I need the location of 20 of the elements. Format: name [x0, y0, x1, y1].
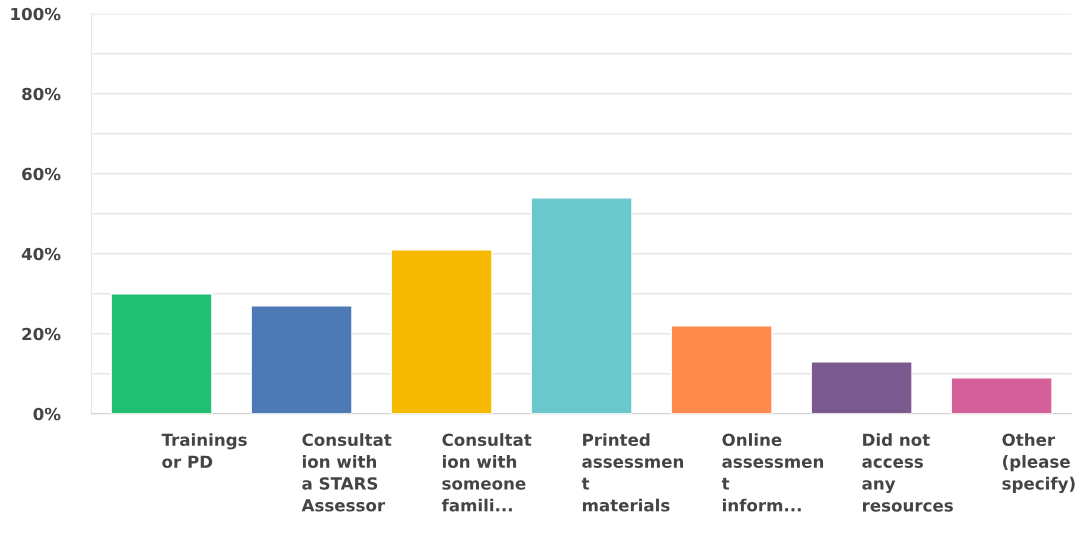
x-tick-label: Consultat ion with a STARS Assessor	[301, 433, 392, 512]
bar	[670, 325, 773, 414]
y-tick-label: 20%	[22, 327, 61, 341]
x-tick-label: Did not access any resources	[862, 433, 953, 512]
bar	[390, 249, 493, 414]
x-tick-label: Trainings or PD	[161, 433, 247, 469]
x-tick-label: Consultat ion with someone famili...	[441, 433, 532, 512]
y-tick-label: 100%	[11, 7, 61, 21]
y-tick-label: 0%	[33, 407, 61, 421]
bar	[950, 377, 1053, 414]
bar	[110, 293, 213, 414]
y-tick-label: 60%	[22, 167, 61, 181]
y-tick-label: 80%	[22, 87, 61, 101]
bar	[810, 361, 913, 414]
x-tick-label: Printed assessmen t materials	[581, 433, 684, 512]
bar	[530, 197, 633, 414]
bar	[250, 305, 353, 414]
y-tick-label: 40%	[21, 247, 61, 261]
x-tick-label: Other (please specify)	[1002, 433, 1075, 494]
x-tick-label: Online assessmen t inform...	[721, 433, 824, 512]
